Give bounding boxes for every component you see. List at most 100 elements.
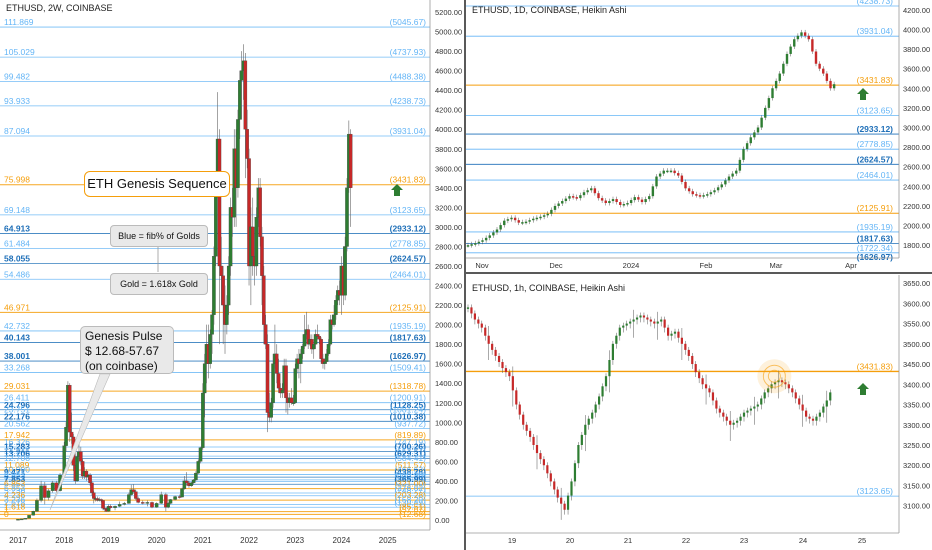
candle-body xyxy=(625,323,628,326)
candle-body xyxy=(202,363,207,394)
annotation-gold-note[interactable]: Gold = 1.618x Gold xyxy=(110,273,208,295)
fib-level-right-label: (584.41) xyxy=(394,453,426,463)
candle-body xyxy=(511,376,514,391)
chart-top-right-1d[interactable]: (4238.73) (3931.04) (3431.83) (3123.65) (293… xyxy=(466,0,932,275)
candle-body xyxy=(564,198,568,202)
candle-body xyxy=(749,137,752,144)
fib-level-right-label: (1817.63) xyxy=(857,233,894,243)
candle-body xyxy=(811,418,815,421)
candle-body xyxy=(656,321,659,324)
candle-body xyxy=(254,217,259,267)
candle-body xyxy=(677,331,680,338)
fib-level-left-label: 22.176 xyxy=(4,411,30,421)
candle-body xyxy=(136,498,140,503)
fib-level-right-label: (1509.41) xyxy=(390,363,427,373)
candle-body xyxy=(618,327,621,336)
candle-body xyxy=(284,365,288,399)
fib-level-left-label: 87.094 xyxy=(4,126,30,136)
y-tick-label: 2600.00 xyxy=(903,163,930,172)
annotation-genesis-pulse[interactable]: Genesis Pulse $ 12.68-57.67 (on coinbase… xyxy=(80,326,174,374)
candle-body xyxy=(598,396,601,405)
candle-body xyxy=(196,461,200,474)
candle-body xyxy=(635,317,639,320)
candle-body xyxy=(217,138,222,267)
candle-body xyxy=(770,384,773,389)
candle-body xyxy=(560,497,563,504)
panel-title-left: ETHUSD, 2W, COINBASE xyxy=(4,3,115,13)
candle-body xyxy=(131,489,136,492)
candle-body xyxy=(571,196,575,198)
y-tick-label: 1200.00 xyxy=(435,399,462,408)
candle-body xyxy=(201,392,205,448)
candle-body xyxy=(773,382,777,385)
candle-body xyxy=(219,265,224,276)
y-tick-label: 5000.00 xyxy=(435,28,462,37)
candle-body xyxy=(488,235,491,238)
panel-title-top-right: ETHUSD, 1D, COINBASE, Heikin Ashi xyxy=(472,5,627,15)
fib-level-left-label: 24.796 xyxy=(4,400,30,410)
fib-level-left-label: 40.143 xyxy=(4,332,30,342)
x-tick-label: Mar xyxy=(770,261,783,270)
fib-level-left-label: 5.236 xyxy=(4,486,26,496)
candle-body xyxy=(673,170,676,174)
candle-body xyxy=(803,32,807,36)
fib-level-right-label: (3931.04) xyxy=(857,26,894,36)
candle-body xyxy=(580,434,583,445)
candle-body xyxy=(684,343,687,350)
candle-body xyxy=(243,60,248,130)
x-tick-label: 2017 xyxy=(9,536,27,545)
x-tick-label: 19 xyxy=(508,536,516,545)
candle-body xyxy=(573,463,577,482)
chart-left-2w[interactable]: 111.869 (5045.67) 105.029 (4737.93) 99.482 (4… xyxy=(0,0,466,550)
fib-level-right-label: (12.68) xyxy=(399,509,426,519)
fib-level-right-label: (2933.12) xyxy=(390,223,427,233)
candle-body xyxy=(239,70,244,81)
fib-level-left-label: 16.326 xyxy=(4,437,30,447)
candle-body xyxy=(311,344,316,350)
candle-body xyxy=(189,482,194,486)
candle-body xyxy=(601,386,604,397)
y-tick-label: 4400.00 xyxy=(435,86,462,95)
fib-level-left-label: 69.148 xyxy=(4,205,30,215)
candle-body xyxy=(113,506,117,508)
candle-body xyxy=(250,226,255,257)
fib-level-right-label: (466.63) xyxy=(394,464,426,474)
candle-body xyxy=(586,190,589,193)
candle-body xyxy=(334,300,338,315)
candle-body xyxy=(722,412,725,417)
candle-body xyxy=(818,412,821,417)
candle-body xyxy=(495,229,499,233)
candle-body xyxy=(673,331,677,334)
candle-body xyxy=(477,319,480,324)
candle-body xyxy=(666,170,669,173)
candle-body xyxy=(649,319,652,322)
x-tick-label: Feb xyxy=(700,261,713,270)
fib-level-right-label: (700.26) xyxy=(394,442,426,452)
candle-body xyxy=(626,203,629,205)
candle-body xyxy=(756,127,760,133)
annotation-blue-note[interactable]: Blue = fib% of Golds xyxy=(110,225,208,247)
y-tick-label: 2200.00 xyxy=(435,301,462,310)
candle-body xyxy=(546,213,549,216)
y-tick-label: 2200.00 xyxy=(903,202,930,211)
candle-body xyxy=(525,424,528,431)
candle-body xyxy=(226,265,231,306)
candle-body xyxy=(640,199,644,203)
candle-body xyxy=(629,321,632,324)
candle-body xyxy=(584,424,587,435)
candle-body xyxy=(348,133,353,188)
up-arrow-icon xyxy=(391,184,403,196)
y-tick-label: 3150.00 xyxy=(903,481,930,490)
annotation-genesis-sequence[interactable]: ETH Genesis Sequence xyxy=(84,171,230,197)
candle-body xyxy=(535,445,539,454)
candle-body xyxy=(782,63,785,74)
candle-body xyxy=(258,187,262,237)
candle-body xyxy=(236,119,240,188)
y-tick-label: 3200.00 xyxy=(903,104,930,113)
x-tick-label: 2021 xyxy=(194,536,212,545)
chart-bottom-right-1h[interactable]: (3431.83) (3123.65) 3100.00 3150.00 3200.00 3… xyxy=(466,275,932,550)
y-tick-label: 3500.00 xyxy=(903,340,930,349)
fib-level-right-label: (276.02) xyxy=(394,483,426,493)
candle-body xyxy=(503,220,506,226)
candle-body xyxy=(738,159,742,171)
